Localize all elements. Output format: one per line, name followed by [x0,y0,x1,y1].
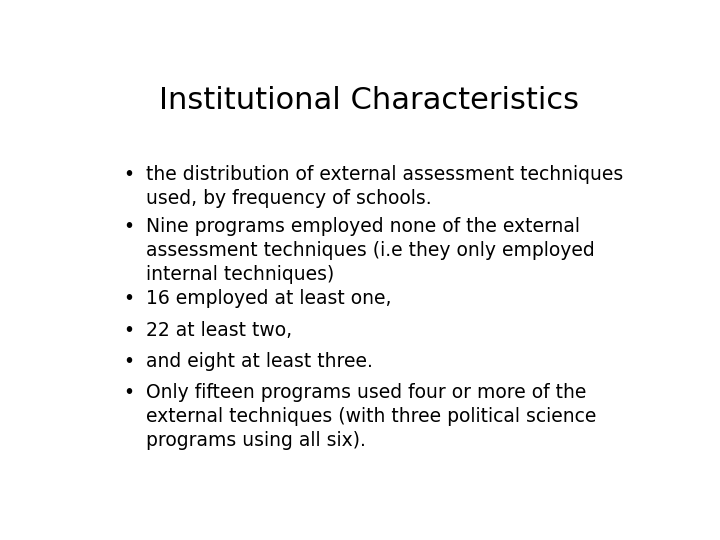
Text: the distribution of external assessment techniques
used, by frequency of schools: the distribution of external assessment … [145,165,623,208]
Text: Institutional Characteristics: Institutional Characteristics [159,85,579,114]
Text: •: • [124,383,135,402]
Text: •: • [124,321,135,340]
Text: •: • [124,289,135,308]
Text: •: • [124,352,135,370]
Text: Only fifteen programs used four or more of the
external techniques (with three p: Only fifteen programs used four or more … [145,383,596,450]
Text: •: • [124,165,135,184]
Text: and eight at least three.: and eight at least three. [145,352,373,370]
Text: •: • [124,217,135,235]
Text: Nine programs employed none of the external
assessment techniques (i.e they only: Nine programs employed none of the exter… [145,217,595,284]
Text: 22 at least two,: 22 at least two, [145,321,292,340]
Text: 16 employed at least one,: 16 employed at least one, [145,289,391,308]
